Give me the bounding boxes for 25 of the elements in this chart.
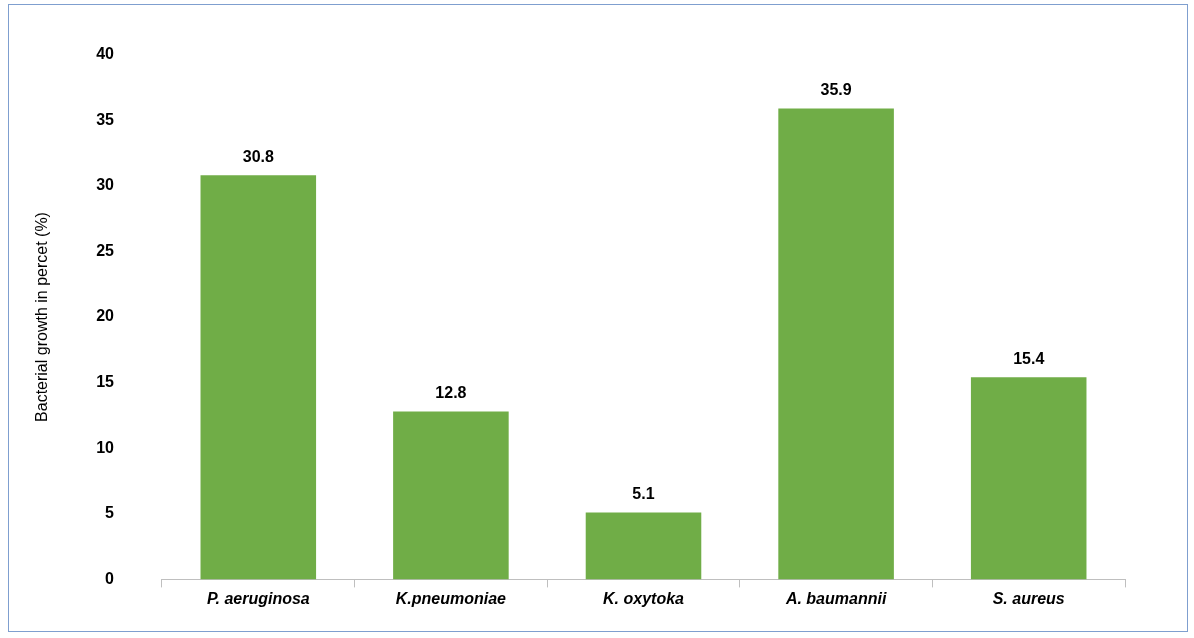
bar [585,512,702,580]
data-label: 12.8 [435,383,467,401]
y-tick-label: 35 [96,110,115,128]
y-tick-label: 10 [96,438,115,456]
y-tick-label: 30 [96,176,115,194]
x-tick-label: K.pneumoniae [395,590,507,608]
x-tick-label: K. oxytoka [603,590,685,608]
data-label: 30.8 [242,147,274,165]
y-tick-label: 15 [96,373,115,391]
y-axis-title: Bacterial growth in percet (%) [33,212,51,422]
bar [970,377,1087,580]
bar [393,411,509,580]
y-tick-label: 25 [96,241,115,259]
x-tick-label: P. aeruginosa [206,590,310,608]
y-tick-label: 0 [105,569,115,587]
x-tick-label: S. aureus [992,590,1065,608]
y-tick-label: 20 [96,307,115,325]
y-tick-label: 5 [105,504,115,522]
data-label: 35.9 [820,80,852,98]
data-label: 5.1 [632,484,655,502]
x-tick-label: A. baumannii [784,590,887,608]
bar [200,175,317,580]
bar [778,108,894,580]
data-label: 15.4 [1013,349,1045,367]
y-tick-label: 40 [96,45,115,63]
